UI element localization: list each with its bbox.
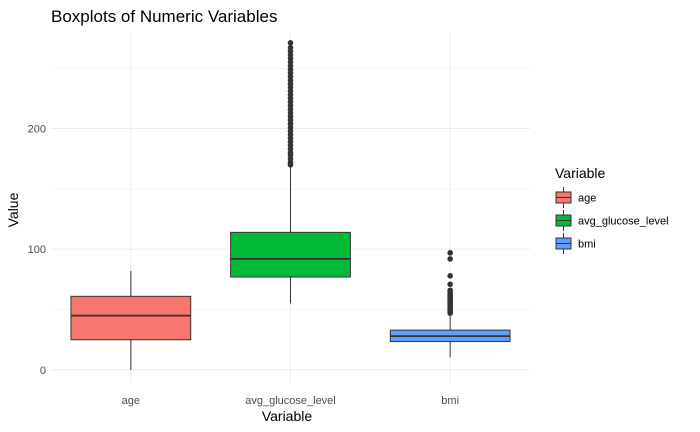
boxplot-age	[70, 270, 192, 370]
axis-labels: 0 100 200 age avg_glucose_level bmi	[28, 124, 459, 407]
boxplot-avg-glucose-level	[230, 40, 351, 304]
iqr-box	[70, 295, 192, 341]
legend-label: age	[578, 193, 596, 205]
outlier-point	[287, 44, 294, 51]
outlier-point	[447, 256, 453, 262]
y-tick-label: 100	[28, 244, 46, 256]
outlier-point	[287, 40, 294, 46]
legend-item-avg-glucose-level: avg_glucose_level	[555, 210, 669, 231]
outlier-point	[447, 281, 453, 288]
boxplots	[70, 40, 511, 370]
y-tick-label: 200	[28, 124, 46, 136]
x-axis-title: Variable	[262, 408, 313, 424]
outlier-point	[447, 250, 453, 256]
boxplot-bmi	[389, 250, 511, 358]
y-tick-label: 0	[40, 365, 46, 377]
legend-label: avg_glucose_level	[578, 216, 669, 228]
legend-label: bmi	[578, 239, 596, 251]
legend-item-age: age	[555, 187, 596, 208]
outlier-point	[447, 287, 453, 294]
x-tick-label: age	[122, 395, 140, 407]
legend-title: Variable	[555, 165, 606, 181]
legend-item-bmi: bmi	[555, 233, 596, 254]
x-tick-label: avg_glucose_level	[245, 395, 336, 407]
y-axis-title: Value	[5, 192, 21, 227]
x-tick-label: bmi	[441, 395, 459, 407]
outlier-point	[447, 272, 453, 279]
chart-title: Boxplots of Numeric Variables	[51, 7, 277, 26]
iqr-box	[230, 231, 351, 278]
